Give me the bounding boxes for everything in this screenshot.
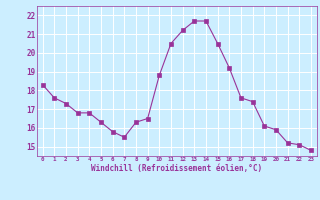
X-axis label: Windchill (Refroidissement éolien,°C): Windchill (Refroidissement éolien,°C) [91,164,262,173]
